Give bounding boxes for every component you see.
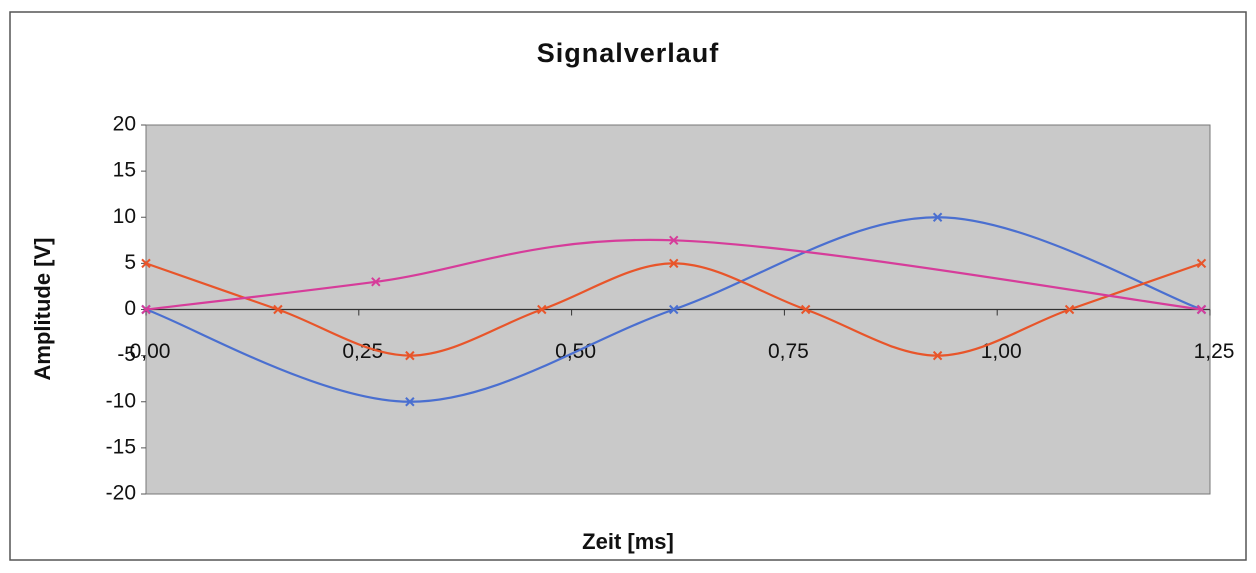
data-point [405, 350, 415, 361]
x-axis-label: Zeit [ms] [582, 529, 674, 554]
marker-stroke [1196, 258, 1207, 269]
marker-stroke [273, 304, 283, 315]
marker-stroke [932, 212, 943, 222]
marker-stroke [141, 258, 151, 269]
y-tick-label: 15 [113, 159, 136, 182]
data-point [1196, 258, 1207, 269]
y-tick-label: -10 [106, 389, 136, 412]
data-point [669, 258, 679, 269]
marker-stroke [405, 397, 415, 407]
data-point [273, 304, 283, 315]
series-line [145, 238, 1202, 311]
y-tick-label: -15 [106, 435, 136, 458]
y-tick-label: 10 [113, 205, 136, 228]
marker-stroke [537, 304, 547, 315]
data-point [932, 350, 943, 361]
data-point [1064, 304, 1075, 315]
x-tick-label: 0,75 [768, 340, 809, 363]
marker-stroke [371, 277, 381, 287]
marker-stroke [1196, 304, 1207, 315]
marker-stroke [669, 258, 679, 269]
data-point [1196, 304, 1207, 315]
y-tick-label: 5 [124, 251, 136, 274]
x-tick-label: 0,00 [130, 340, 171, 363]
x-tick-label: 0,25 [342, 340, 383, 363]
marker-stroke [800, 304, 811, 315]
y-tick-label: -5 [117, 343, 136, 366]
data-point [800, 304, 811, 315]
data-point [669, 235, 679, 246]
data-point [141, 304, 151, 315]
chart-title: Signalverlauf [537, 38, 720, 68]
data-point [669, 304, 679, 315]
x-tick-label: 1,25 [1194, 340, 1235, 363]
marker-stroke [669, 304, 679, 315]
marker-stroke [1064, 304, 1075, 315]
y-tick-label: 0 [124, 297, 136, 320]
marker-stroke [669, 235, 679, 246]
marker-stroke [141, 304, 151, 315]
data-point [141, 258, 151, 269]
marker-stroke [405, 350, 415, 361]
data-point [537, 304, 547, 315]
data-point [371, 277, 381, 287]
data-point [405, 397, 415, 407]
marker-stroke [932, 350, 943, 361]
data-point [932, 212, 943, 222]
y-axis-label: Amplitude [V] [30, 238, 55, 381]
y-tick-label: -20 [106, 482, 136, 505]
x-tick-label: 1,00 [981, 340, 1022, 363]
y-tick-label: 20 [113, 113, 136, 136]
